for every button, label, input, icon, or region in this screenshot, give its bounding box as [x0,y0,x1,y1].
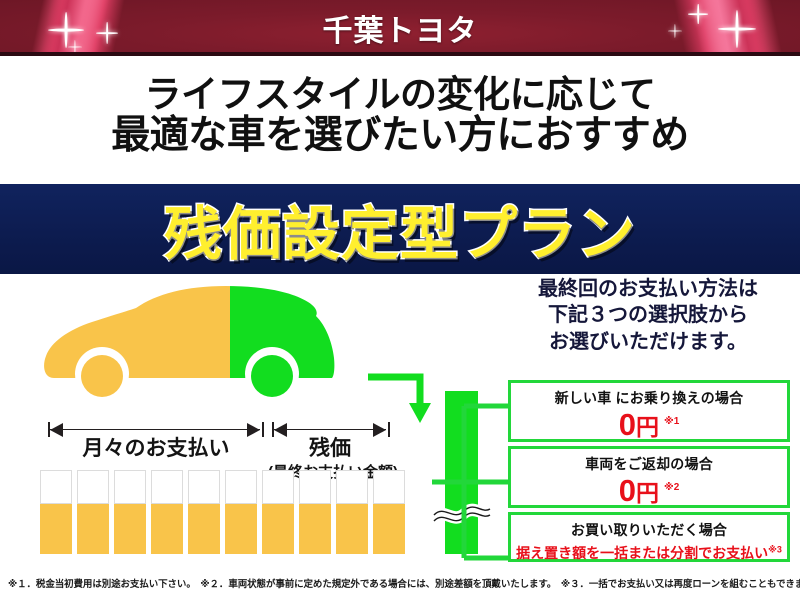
payment-bar [77,470,109,554]
dim-cap-right [388,422,390,437]
dim-arrow-left-2 [274,423,287,437]
bar-fill [373,504,405,554]
option-price-yen: 円 [635,480,659,506]
diagram-area: 月々のお支払い 残価 (最終お支払い金額) [0,274,800,566]
bar-fill [151,504,183,554]
option-price: 0円 ※2 [511,475,787,506]
payment-bar [188,470,220,554]
car-illustration [40,282,370,402]
note-line-2: 下記３つの選択肢から [548,304,748,327]
brand-title: 千葉トヨタ [322,15,478,48]
dim-arrow-right-2 [373,423,386,437]
option-subtext-value: 据え置き額を一括または分割でお支払い [516,545,769,561]
dim-label-residual-text: 残価 [309,437,351,460]
plan-title: 残価設定型プラン [162,201,636,269]
bar-fill [262,504,294,554]
lead-copy: ライフスタイルの変化に応じて 最適な車を選びたい方におすすめ [0,56,800,176]
payment-bar [336,470,368,554]
option-footnote-mark: ※1 [663,415,680,427]
dim-label-monthly: 月々のお支払い [50,432,262,462]
bar-top [151,470,183,504]
dim-arrow-left [50,423,63,437]
flow-arrow-icon [366,371,446,431]
payment-bar [373,470,405,554]
option-price-value: 0 [618,473,636,508]
dim-cap-left [48,422,50,437]
header-divider [0,52,800,56]
bar-top [40,470,72,504]
bar-top [77,470,109,504]
bar-fill [114,504,146,554]
note-line-1: 最終回のお支払い方法は [538,278,758,300]
bar-fill [225,504,257,554]
option-subtext: 据え置き額を一括または分割でお支払い※3 [511,543,787,563]
option-heading: 車両をご返却の場合 [585,456,713,472]
plan-title-band: 残価設定型プラン [0,184,800,274]
dim-label-monthly-text: 月々のお支払い [82,437,230,460]
dim-line-residual [274,429,386,430]
final-payment-note: 最終回のお支払い方法は 下記３つの選択肢から お選びいただけます。 [500,276,796,355]
bar-top [373,470,405,504]
option-heading: お買い取りいただく場合 [570,522,728,538]
payment-bar [151,470,183,554]
bar-top [262,470,294,504]
dim-cap-mid-b [272,422,274,437]
option-box-return[interactable]: 車両をご返却の場合 0円 ※2 [508,446,790,508]
bar-fill [299,504,331,554]
options-bracket [432,394,518,569]
bar-top [336,470,368,504]
payment-bar [225,470,257,554]
option-box-buyout[interactable]: お買い取りいただく場合 据え置き額を一括または分割でお支払い※3 [508,512,790,562]
option-footnote-mark: ※2 [663,481,680,493]
bar-top [188,470,220,504]
bar-fill [40,504,72,554]
footnote-text: ※１．税金当初費用は別途お支払い下さい。 ※２．車両状態が事前に定めた規定外であ… [8,579,800,590]
option-price-yen: 円 [635,414,659,440]
payment-bar [40,470,72,554]
lead-line-2: 最適な車を選びたい方におすすめ [111,113,689,157]
payment-bar [262,470,294,554]
bar-top [225,470,257,504]
bar-fill [336,504,368,554]
option-footnote-mark: ※3 [768,544,782,555]
bar-fill [77,504,109,554]
bar-top [299,470,331,504]
page-header: 千葉トヨタ [0,0,800,56]
note-line-3: お選びいただけます。 [549,330,747,353]
payment-bar [114,470,146,554]
payment-bar [299,470,331,554]
dim-cap-mid-a [262,422,264,437]
option-price-value: 0 [618,407,636,442]
footnotes: ※１．税金当初費用は別途お支払い下さい。 ※２．車両状態が事前に定めた規定外であ… [0,566,800,600]
bar-top [114,470,146,504]
lead-line-1: ライフスタイルの変化に応じて [144,73,657,115]
option-price: 0円 ※1 [511,409,787,440]
bar-fill [188,504,220,554]
option-heading: 新しい車 にお乗り換えの場合 [554,390,744,406]
dim-line-monthly [50,429,260,430]
dim-arrow-right [247,423,260,437]
option-box-trade-in[interactable]: 新しい車 にお乗り換えの場合 0円 ※1 [508,380,790,442]
